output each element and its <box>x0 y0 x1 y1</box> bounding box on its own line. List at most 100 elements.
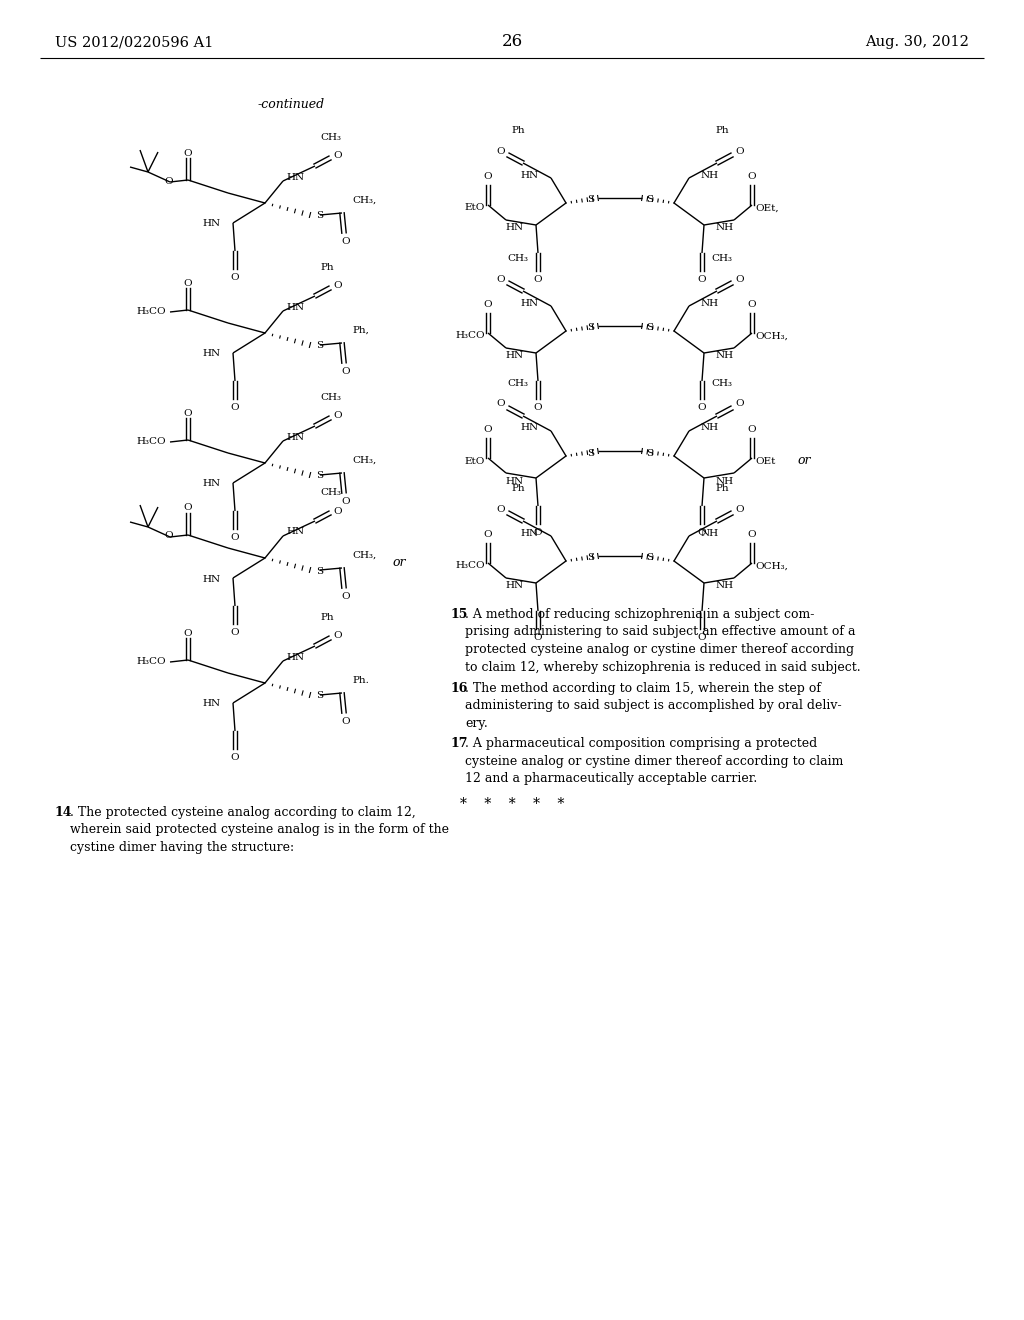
Text: . The protected cysteine analog according to claim 12,
wherein said protected cy: . The protected cysteine analog accordin… <box>70 807 449 854</box>
Text: CH₃: CH₃ <box>319 393 341 403</box>
Text: S: S <box>587 195 594 205</box>
Text: HN: HN <box>521 528 539 537</box>
Text: S: S <box>646 195 653 205</box>
Text: Ph: Ph <box>715 484 729 492</box>
Text: . The method according to claim 15, wherein the step of
administering to said su: . The method according to claim 15, wher… <box>465 682 842 730</box>
Text: S: S <box>646 323 653 333</box>
Text: NH: NH <box>716 223 734 232</box>
Text: Ph: Ph <box>319 612 334 622</box>
Text: O: O <box>534 528 543 537</box>
Text: CH₃: CH₃ <box>319 133 341 143</box>
Text: H₃CO: H₃CO <box>136 657 166 667</box>
Text: O: O <box>497 147 505 156</box>
Text: OEt,: OEt, <box>755 203 778 213</box>
Text: S: S <box>587 323 594 333</box>
Text: NH: NH <box>701 298 719 308</box>
Text: O: O <box>748 300 757 309</box>
Text: O: O <box>483 425 493 434</box>
Text: US 2012/0220596 A1: US 2012/0220596 A1 <box>55 36 213 49</box>
Text: CH₃: CH₃ <box>319 488 341 498</box>
Text: O: O <box>483 172 493 181</box>
Text: S: S <box>587 449 594 458</box>
Text: HN: HN <box>286 173 304 181</box>
Text: HN: HN <box>203 219 221 228</box>
Text: *    *    *    *    *: * * * * * <box>460 797 564 810</box>
Text: O: O <box>735 400 743 408</box>
Text: O: O <box>697 403 707 412</box>
Text: O: O <box>230 533 240 543</box>
Text: O: O <box>165 177 173 186</box>
Text: CH₃: CH₃ <box>712 253 732 263</box>
Text: HN: HN <box>203 479 221 488</box>
Text: O: O <box>534 275 543 284</box>
Text: O: O <box>230 403 240 412</box>
Text: . A pharmaceutical composition comprising a protected
cysteine analog or cystine: . A pharmaceutical composition comprisin… <box>465 737 844 785</box>
Text: CH₃: CH₃ <box>508 379 528 388</box>
Text: O: O <box>697 634 707 642</box>
Text: HN: HN <box>506 223 524 232</box>
Text: HN: HN <box>286 528 304 536</box>
Text: H₃CO: H₃CO <box>456 561 485 570</box>
Text: HN: HN <box>203 350 221 359</box>
Text: CH₃,: CH₃, <box>352 195 376 205</box>
Text: O: O <box>497 504 505 513</box>
Text: HN: HN <box>506 582 524 590</box>
Text: O: O <box>333 281 342 290</box>
Text: HN: HN <box>521 170 539 180</box>
Text: HN: HN <box>203 700 221 709</box>
Text: OCH₃,: OCH₃, <box>755 331 787 341</box>
Text: O: O <box>165 532 173 540</box>
Text: O: O <box>183 628 193 638</box>
Text: NH: NH <box>716 582 734 590</box>
Text: 16: 16 <box>450 682 467 696</box>
Text: CH₃: CH₃ <box>508 253 528 263</box>
Text: O: O <box>748 172 757 181</box>
Text: O: O <box>534 403 543 412</box>
Text: O: O <box>748 425 757 434</box>
Text: H₃CO: H₃CO <box>456 331 485 341</box>
Text: HN: HN <box>286 433 304 441</box>
Text: O: O <box>697 528 707 537</box>
Text: CH₃: CH₃ <box>712 379 732 388</box>
Text: O: O <box>735 504 743 513</box>
Text: OCH₃,: OCH₃, <box>755 561 787 570</box>
Text: Ph: Ph <box>511 484 525 492</box>
Text: NH: NH <box>701 424 719 433</box>
Text: H₃CO: H₃CO <box>136 308 166 317</box>
Text: O: O <box>342 717 350 726</box>
Text: S: S <box>316 692 324 701</box>
Text: O: O <box>183 503 193 512</box>
Text: S: S <box>316 211 324 220</box>
Text: O: O <box>483 300 493 309</box>
Text: 17: 17 <box>450 737 468 750</box>
Text: O: O <box>183 408 193 417</box>
Text: O: O <box>342 367 350 376</box>
Text: Ph.: Ph. <box>352 676 369 685</box>
Text: O: O <box>183 279 193 288</box>
Text: H₃CO: H₃CO <box>136 437 166 446</box>
Text: OEt: OEt <box>755 457 775 466</box>
Text: HN: HN <box>521 424 539 433</box>
Text: S: S <box>587 553 594 562</box>
Text: 14: 14 <box>55 807 73 818</box>
Text: NH: NH <box>701 170 719 180</box>
Text: O: O <box>230 628 240 638</box>
Text: O: O <box>333 507 342 516</box>
Text: EtO: EtO <box>465 203 485 213</box>
Text: EtO: EtO <box>465 457 485 466</box>
Text: Aug. 30, 2012: Aug. 30, 2012 <box>865 36 969 49</box>
Text: 26: 26 <box>502 33 522 50</box>
Text: O: O <box>333 412 342 421</box>
Text: S: S <box>316 471 324 480</box>
Text: O: O <box>697 275 707 284</box>
Text: O: O <box>230 273 240 282</box>
Text: O: O <box>735 147 743 156</box>
Text: or: or <box>392 557 406 569</box>
Text: O: O <box>534 634 543 642</box>
Text: CH₃,: CH₃, <box>352 455 376 465</box>
Text: HN: HN <box>286 652 304 661</box>
Text: O: O <box>333 631 342 640</box>
Text: O: O <box>333 152 342 161</box>
Text: O: O <box>748 531 757 539</box>
Text: O: O <box>497 275 505 284</box>
